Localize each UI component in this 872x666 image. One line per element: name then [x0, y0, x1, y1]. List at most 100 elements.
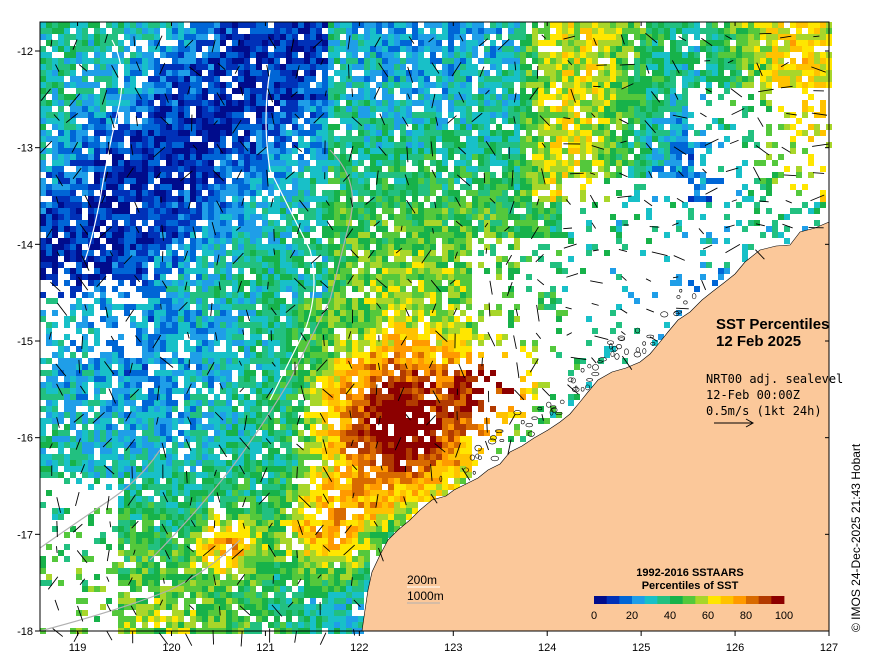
sst-cell	[346, 142, 352, 148]
sst-cell	[724, 88, 730, 94]
sst-cell	[214, 310, 220, 316]
sst-cell	[340, 220, 346, 226]
sst-cell	[172, 112, 178, 118]
sst-cell	[616, 118, 622, 124]
sst-cell	[298, 88, 304, 94]
sst-cell	[778, 34, 784, 40]
sst-cell	[454, 340, 460, 346]
sst-cell	[646, 166, 652, 172]
sst-cell	[40, 244, 46, 250]
sst-cell	[268, 82, 274, 88]
sst-cell	[508, 46, 514, 52]
sst-cell	[160, 46, 166, 52]
sst-cell	[214, 322, 220, 328]
sst-cell	[526, 52, 532, 58]
sst-cell	[496, 136, 502, 142]
sst-cell	[370, 40, 376, 46]
sst-cell	[544, 292, 550, 298]
sst-cell	[70, 118, 76, 124]
sst-cell	[808, 94, 814, 100]
sst-cell	[226, 328, 232, 334]
sst-cell	[280, 178, 286, 184]
sst-cell	[478, 28, 484, 34]
sst-cell	[82, 220, 88, 226]
sst-cell	[220, 304, 226, 310]
sst-cell	[364, 148, 370, 154]
sst-cell	[76, 328, 82, 334]
sst-cell	[328, 274, 334, 280]
sst-cell	[238, 88, 244, 94]
sst-cell	[556, 88, 562, 94]
sst-cell	[394, 298, 400, 304]
sst-cell	[436, 118, 442, 124]
sst-cell	[418, 124, 424, 130]
sst-cell	[358, 232, 364, 238]
sst-cell	[442, 166, 448, 172]
sst-cell	[400, 64, 406, 70]
sst-cell	[316, 238, 322, 244]
sst-cell	[238, 220, 244, 226]
sst-cell	[244, 346, 250, 352]
sst-cell	[670, 28, 676, 34]
sst-cell	[316, 130, 322, 136]
sst-cell	[250, 40, 256, 46]
sst-cell	[394, 256, 400, 262]
sst-cell	[664, 88, 670, 94]
sst-cell	[340, 202, 346, 208]
sst-cell	[46, 358, 52, 364]
sst-cell	[58, 214, 64, 220]
sst-cell	[334, 100, 340, 106]
sst-cell	[334, 196, 340, 202]
sst-cell	[232, 334, 238, 340]
sst-cell	[370, 340, 376, 346]
sst-cell	[256, 310, 262, 316]
sst-cell	[340, 172, 346, 178]
sst-cell	[124, 124, 130, 130]
sst-cell	[64, 130, 70, 136]
sst-cell	[748, 28, 754, 34]
sst-cell	[76, 76, 82, 82]
sst-cell	[520, 148, 526, 154]
sst-cell	[214, 88, 220, 94]
sst-cell	[244, 70, 250, 76]
sst-cell	[238, 310, 244, 316]
sst-cell	[652, 106, 658, 112]
sst-cell	[544, 52, 550, 58]
sst-cell	[802, 34, 808, 40]
sst-cell	[238, 268, 244, 274]
sst-cell	[370, 52, 376, 58]
sst-cell	[262, 148, 268, 154]
sst-cell	[178, 214, 184, 220]
sst-cell	[64, 46, 70, 52]
sst-cell	[244, 352, 250, 358]
sst-cell	[112, 154, 118, 160]
sst-cell	[202, 112, 208, 118]
sst-cell	[82, 94, 88, 100]
sst-cell	[604, 28, 610, 34]
sst-cell	[340, 292, 346, 298]
sst-cell	[616, 172, 622, 178]
sst-cell	[94, 130, 100, 136]
sst-cell	[586, 172, 592, 178]
sst-cell	[652, 34, 658, 40]
sst-cell	[40, 190, 46, 196]
sst-cell	[526, 274, 532, 280]
sst-cell	[286, 46, 292, 52]
sst-cell	[520, 226, 526, 232]
sst-cell	[658, 82, 664, 88]
sst-cell	[112, 22, 118, 28]
sst-cell	[82, 304, 88, 310]
sst-cell	[430, 262, 436, 268]
sst-cell	[604, 178, 610, 184]
sst-cell	[184, 268, 190, 274]
sst-cell	[100, 304, 106, 310]
sst-cell	[790, 46, 796, 52]
sst-cell	[118, 226, 124, 232]
sst-cell	[496, 220, 502, 226]
sst-cell	[400, 244, 406, 250]
sst-cell	[424, 280, 430, 286]
sst-cell	[100, 148, 106, 154]
sst-cell	[502, 166, 508, 172]
sst-cell	[358, 196, 364, 202]
sst-cell	[352, 94, 358, 100]
